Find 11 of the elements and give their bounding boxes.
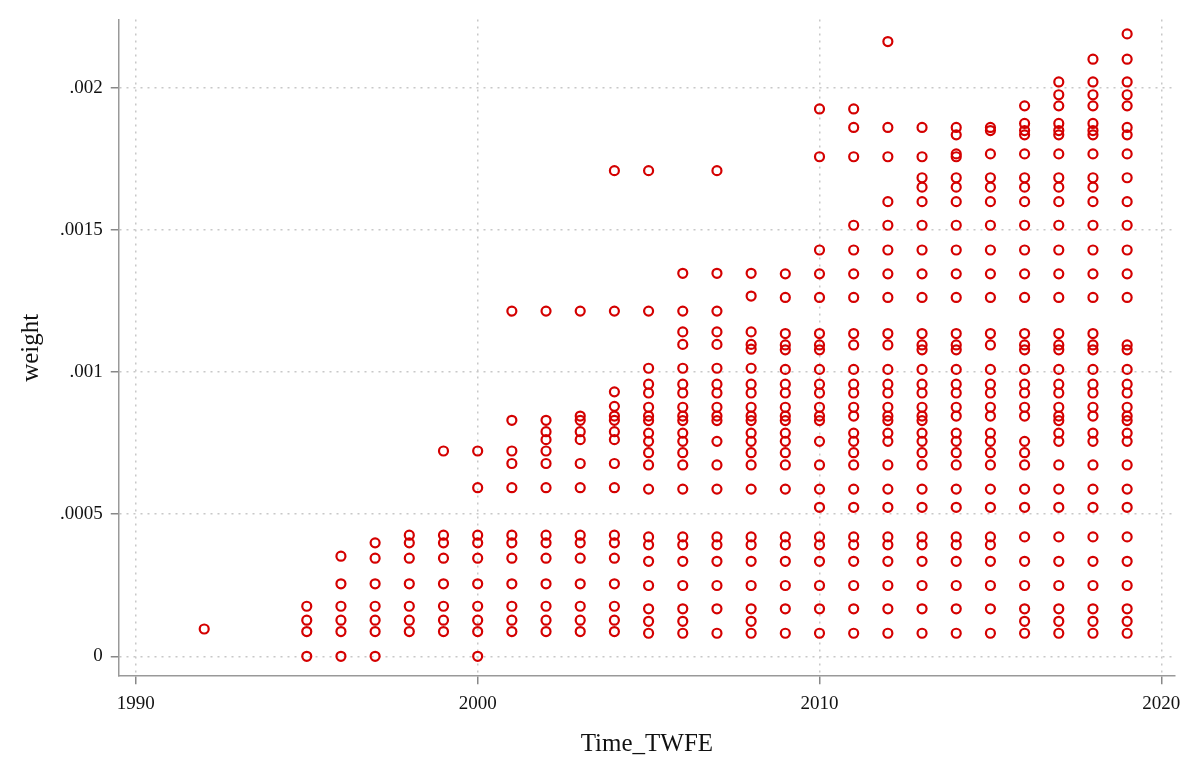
- y-tick-label: .001: [69, 359, 103, 381]
- y-axis-title: weight: [15, 313, 43, 382]
- y-tick-label: .0015: [60, 217, 103, 239]
- x-tick-label: 2020: [1142, 691, 1181, 713]
- x-tick-label: 2010: [800, 691, 839, 713]
- y-tick-label: .002: [69, 75, 103, 97]
- y-tick-label: 0: [93, 644, 103, 666]
- y-tick-label: .0005: [60, 502, 103, 524]
- x-tick-label: 1990: [116, 691, 155, 713]
- x-tick-label: 2000: [458, 691, 497, 713]
- x-axis-title: Time_TWFE: [580, 728, 714, 756]
